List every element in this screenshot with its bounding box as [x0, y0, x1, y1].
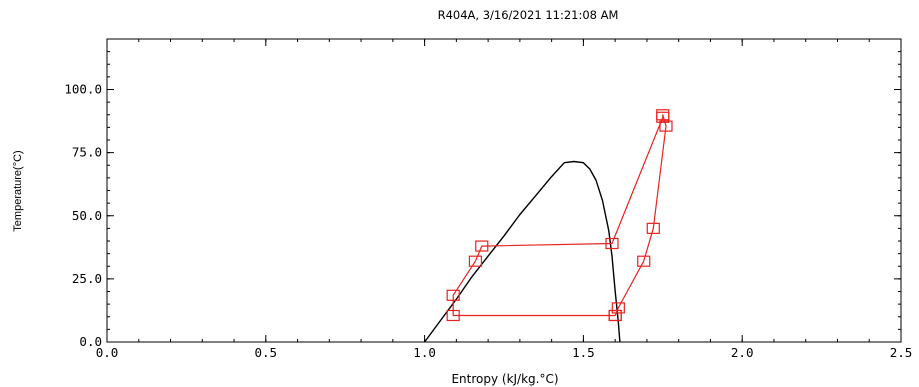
cycle-line	[452, 114, 667, 317]
cycle-point-marker	[637, 255, 651, 267]
cycle-point-marker	[446, 289, 460, 301]
x-tick-label: 0.5	[255, 345, 278, 360]
cycle-point-marker	[446, 309, 460, 322]
y-tick-label: 100.0	[64, 82, 102, 97]
y-axis-label: Temperature(°C)	[12, 150, 24, 231]
x-tick-label: 0.0	[96, 345, 119, 360]
x-tick-label: 2.0	[731, 345, 754, 360]
plot-frame	[106, 38, 902, 343]
cycle-point-marker	[611, 302, 625, 314]
x-tick-label: 1.0	[413, 345, 436, 360]
y-tick-label: 50.0	[72, 208, 102, 223]
x-tick-label: 1.5	[572, 345, 595, 360]
saturation-dome-line	[424, 160, 621, 343]
cycle-point-marker	[475, 240, 489, 252]
y-tick-label: 75.0	[72, 145, 102, 160]
x-axis-label: Entropy (kJ/kg.°C)	[451, 372, 558, 386]
cycle-point-marker	[646, 222, 660, 234]
cycle-point-marker	[656, 109, 670, 121]
series-layer	[424, 109, 673, 343]
x-tick-label: 2.5	[890, 345, 913, 360]
cycle-point-marker	[605, 237, 619, 250]
y-tick-label: 0.0	[79, 334, 102, 349]
cycle-point-marker	[468, 255, 483, 267]
cycle-point-marker	[659, 120, 673, 132]
cycle-point-marker	[608, 309, 622, 322]
tick-group: 0.0 0.5 1.0 1.5 2.0 2.5 0.0 25.0 50.0 75.0 100.0	[64, 38, 913, 360]
chart-title: R404A, 3/16/2021 11:21:08 AM	[438, 8, 619, 22]
y-tick-label: 25.0	[72, 271, 102, 286]
